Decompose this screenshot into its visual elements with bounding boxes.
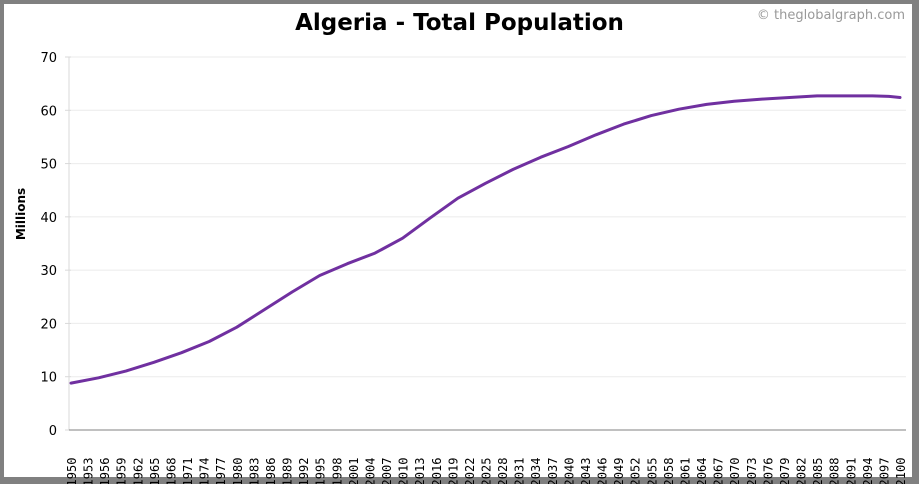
y-tick-label: 40 bbox=[40, 211, 57, 226]
x-tick-label: 2007 bbox=[380, 458, 394, 484]
x-tick-label: 2076 bbox=[761, 458, 775, 484]
gridlines bbox=[71, 56, 906, 378]
x-tick-label: 2094 bbox=[861, 458, 875, 484]
x-tick-label: 2052 bbox=[629, 458, 643, 484]
x-tick-label: 2067 bbox=[712, 458, 726, 484]
y-tick-label: 60 bbox=[40, 104, 57, 119]
x-tick-label: 1950 bbox=[65, 458, 79, 484]
x-tick-label: 1980 bbox=[231, 458, 245, 484]
y-axis-label: Millions bbox=[14, 188, 28, 240]
x-tick-label: 1986 bbox=[264, 458, 278, 484]
x-tick-label: 1977 bbox=[214, 458, 228, 484]
x-axis: 1950 1953 1956 1959 1962 1965 1968 1971 1974 1977… bbox=[65, 429, 908, 484]
x-tick-label: 2010 bbox=[397, 458, 411, 484]
x-tick-label: 2028 bbox=[496, 458, 510, 484]
x-tick-label: 2088 bbox=[828, 458, 842, 484]
y-tick-label: 10 bbox=[40, 371, 57, 386]
x-tick-label: 2070 bbox=[728, 458, 742, 484]
x-tick-label: 1983 bbox=[247, 458, 261, 484]
x-tick-label: 2064 bbox=[695, 458, 709, 484]
x-tick-label: 2061 bbox=[678, 458, 692, 484]
x-tick-label: 2034 bbox=[529, 458, 543, 484]
population-line bbox=[69, 94, 902, 385]
y-axis: 0 10 20 30 40 50 60 70 bbox=[40, 51, 71, 439]
x-tick-label: 2097 bbox=[877, 458, 891, 484]
x-tick-label: 2082 bbox=[795, 458, 809, 484]
y-tick-label: 0 bbox=[49, 424, 57, 439]
x-tick-label: 2079 bbox=[778, 458, 792, 484]
x-tick-label: 2100 bbox=[894, 458, 908, 484]
x-tick-label: 1992 bbox=[297, 458, 311, 484]
x-tick-label: 1956 bbox=[98, 458, 112, 484]
x-tick-label: 2049 bbox=[612, 458, 626, 484]
x-tick-label: 2001 bbox=[347, 458, 361, 484]
x-tick-label: 2025 bbox=[480, 458, 494, 484]
x-tick-label: 2016 bbox=[430, 458, 444, 484]
x-tick-label: 1962 bbox=[131, 458, 145, 484]
x-tick-label: 2046 bbox=[596, 458, 610, 484]
x-tick-label: 2037 bbox=[546, 458, 560, 484]
x-tick-label: 2073 bbox=[745, 458, 759, 484]
x-tick-label: 2055 bbox=[645, 458, 659, 484]
x-tick-label: 1953 bbox=[82, 458, 96, 484]
x-tick-label: 2091 bbox=[844, 458, 858, 484]
x-tick-label: 1995 bbox=[314, 458, 328, 484]
x-tick-label: 1968 bbox=[164, 458, 178, 484]
y-tick-label: 20 bbox=[40, 317, 57, 332]
x-tick-label: 2013 bbox=[413, 458, 427, 484]
x-tick-label: 1989 bbox=[281, 458, 295, 484]
x-tick-label: 2019 bbox=[446, 458, 460, 484]
x-tick-label: 1971 bbox=[181, 458, 195, 484]
chart-frame bbox=[4, 4, 912, 477]
x-tick-label: 1965 bbox=[148, 458, 162, 484]
x-tick-label: 2031 bbox=[513, 458, 527, 484]
chart-title: Algeria - Total Population bbox=[295, 10, 624, 36]
x-tick-label: 2004 bbox=[363, 458, 377, 484]
x-tick-label: 1998 bbox=[330, 458, 344, 484]
y-tick-label: 30 bbox=[40, 264, 57, 279]
y-tick-label: 70 bbox=[40, 51, 57, 66]
x-tick-label: 2058 bbox=[662, 458, 676, 484]
y-tick-label: 50 bbox=[40, 158, 57, 173]
x-tick-label: 1974 bbox=[198, 458, 212, 484]
x-tick-label: 2040 bbox=[562, 458, 576, 484]
x-tick-label: 2022 bbox=[463, 458, 477, 484]
x-tick-label: 2085 bbox=[811, 458, 825, 484]
source-credit: © theglobalgraph.com bbox=[756, 8, 905, 23]
x-tick-label: 1959 bbox=[115, 458, 129, 484]
x-tick-label: 2043 bbox=[579, 458, 593, 484]
